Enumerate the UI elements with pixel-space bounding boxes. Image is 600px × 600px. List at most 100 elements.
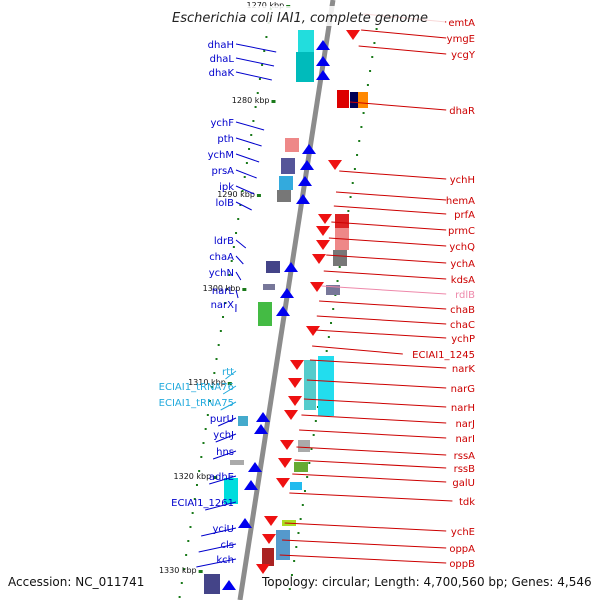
gene-label-tdk[interactable]: tdk [459, 497, 475, 508]
gene-label-lolb[interactable]: lolB [215, 198, 234, 209]
gene-label-dhak[interactable]: dhaK [209, 68, 235, 79]
accession-text: Accession: NC_011741 [8, 575, 145, 589]
gene-label-chab[interactable]: chaB [450, 305, 475, 316]
leader-line [198, 543, 237, 553]
gene-label-dhar[interactable]: dhaR [449, 106, 475, 117]
gene-label-nari[interactable]: narI [455, 434, 475, 445]
gene-label-oppa[interactable]: oppA [449, 544, 475, 555]
leader-line [235, 289, 239, 299]
gene-label-ldrb[interactable]: ldrB [214, 236, 234, 247]
forward-gene-arrow [316, 40, 330, 50]
gene-label-eciai1_1245[interactable]: ECIAI1_1245 [412, 350, 475, 361]
gene-label-emta[interactable]: emtA [448, 18, 475, 29]
gene-block [333, 250, 347, 266]
gene-label-ipk[interactable]: ipk [219, 182, 234, 193]
forward-gene-arrow [302, 144, 316, 154]
gene-block [281, 158, 295, 174]
gene-label-ychp[interactable]: ychP [451, 334, 475, 345]
reverse-gene-arrow [290, 360, 304, 370]
scale-label: 1280 kbp [232, 96, 270, 105]
leader-line [296, 446, 447, 456]
gene-label-yche[interactable]: ychE [451, 527, 475, 538]
gene-label-adhe[interactable]: adhE [209, 472, 234, 483]
gene-block [358, 92, 368, 108]
leader-line [196, 558, 237, 568]
gene-label-rssb[interactable]: rssB [454, 464, 476, 475]
gene-label-ychq[interactable]: ychQ [449, 242, 475, 253]
gene-label-narg[interactable]: narG [451, 384, 475, 395]
gene-label-hema[interactable]: hemA [446, 196, 475, 207]
gene-block [204, 574, 220, 594]
reverse-gene-arrow [328, 160, 342, 170]
gene-label-kdsa[interactable]: kdsA [451, 275, 475, 286]
leader-line [301, 414, 447, 424]
gene-label-ychj[interactable]: ychJ [213, 430, 234, 441]
gene-label-chaa[interactable]: chaA [209, 252, 234, 263]
gene-label-cls[interactable]: cls [221, 540, 235, 551]
gene-block [262, 548, 274, 566]
gene-label-ycha[interactable]: ychA [450, 259, 475, 270]
leader-line [309, 359, 447, 369]
gene-label-rtt[interactable]: rtt [222, 367, 234, 378]
reverse-gene-arrow [280, 440, 294, 450]
reverse-gene-arrow [288, 378, 302, 388]
forward-gene-arrow [248, 462, 262, 472]
gene-label-rdlb[interactable]: rdlB [455, 290, 475, 301]
scale-tick [271, 100, 276, 103]
forward-gene-arrow [300, 160, 314, 170]
gene-block [276, 530, 290, 560]
left-gene-labels: dhaH dhaL dhaK ychF pth ychM prsA ipk lolB ldrB ch… [159, 40, 235, 566]
leader-line [312, 345, 403, 355]
gene-label-hns[interactable]: hns [216, 447, 234, 458]
gene-block [335, 214, 349, 228]
leader-line [220, 401, 237, 411]
gene-label-dhah[interactable]: dhaH [208, 40, 234, 51]
gene-label-eciai1_1261[interactable]: ECIAI1_1261 [171, 498, 234, 509]
leader-line [292, 473, 447, 483]
leader-line [235, 201, 252, 211]
leader-line [279, 554, 447, 564]
gene-label-eciai1_trna75[interactable]: ECIAI1_tRNA75 [159, 398, 234, 409]
gene-block [296, 52, 314, 82]
gene-label-ychm[interactable]: ychM [208, 150, 234, 161]
gene-block [337, 90, 349, 108]
reverse-gene-arrow [316, 240, 330, 250]
leader-line [205, 501, 237, 511]
gene-label-prsa[interactable]: prsA [211, 166, 234, 177]
leader-line [319, 300, 447, 310]
gene-block [294, 462, 308, 472]
gene-label-puru[interactable]: purU [210, 414, 234, 425]
scale-tick [213, 476, 218, 479]
right-gene-labels: emtA ymgE ycgY dhaR ychH hemA prfA prmC ychQ ychA… [412, 18, 476, 570]
forward-gene-arrow [254, 424, 268, 434]
gene-label-rssa[interactable]: rssA [454, 451, 476, 462]
gene-label-narh[interactable]: narH [451, 403, 475, 414]
gene-label-galu[interactable]: galU [452, 478, 475, 489]
gene-label-chac[interactable]: chaC [450, 320, 475, 331]
gene-label-ychh[interactable]: ychH [450, 175, 475, 186]
gene-label-eciai1_trna76[interactable]: ECIAI1_tRNA76 [159, 382, 234, 393]
gene-label-ychf[interactable]: ychF [210, 118, 234, 129]
leader-line [209, 475, 237, 485]
gene-label-nark[interactable]: narK [452, 364, 476, 375]
map-title: Escherichia coli IAI1, complete genome [172, 11, 428, 26]
gene-block [290, 482, 302, 490]
gene-label-dhal[interactable]: dhaL [210, 54, 235, 65]
gene-label-oppb[interactable]: oppB [449, 559, 475, 570]
gene-label-pth[interactable]: pth [217, 134, 234, 145]
gene-label-kch[interactable]: kch [216, 555, 234, 566]
gene-label-prmc[interactable]: prmC [448, 226, 475, 237]
forward-gene-arrow [244, 480, 258, 490]
gene-block [285, 138, 299, 152]
gene-label-yciu[interactable]: yciU [212, 524, 234, 535]
gene-block [263, 284, 275, 290]
gene-label-ycgy[interactable]: ycgY [451, 50, 476, 61]
gene-label-ymge[interactable]: ymgE [447, 34, 475, 45]
title-backdrop [160, 6, 445, 26]
gene-label-ychn[interactable]: ychN [209, 268, 234, 279]
gene-label-narl[interactable]: narL [212, 286, 235, 297]
gene-label-prfa[interactable]: prfA [454, 210, 475, 221]
gene-label-narj[interactable]: narJ [455, 419, 475, 430]
gene-label-narx[interactable]: narX [211, 300, 235, 311]
leader-line [201, 527, 237, 537]
